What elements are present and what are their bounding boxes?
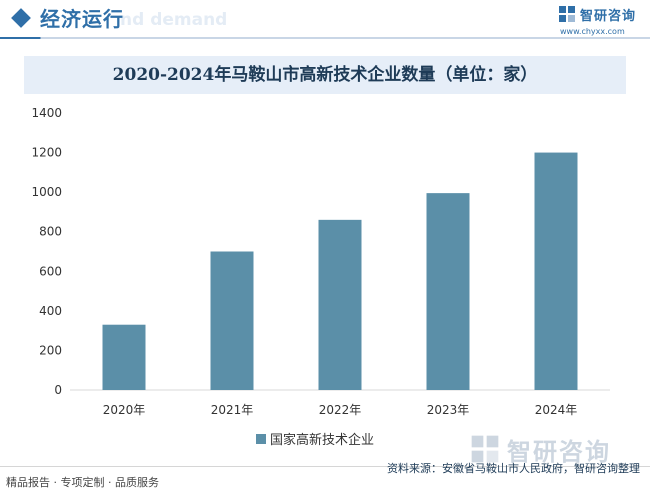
bars <box>102 152 578 390</box>
source-note: 资料来源：安徽省马鞍山市人民政府，智研咨询整理 <box>387 462 640 475</box>
header-divider <box>0 37 650 39</box>
legend-swatch <box>256 434 266 444</box>
bar <box>210 251 254 390</box>
bar <box>534 152 578 390</box>
chart-title-band: 2020-2024年马鞍山市高新技术企业数量（单位：家） <box>24 56 626 94</box>
legend: 国家高新技术企业 <box>256 432 374 448</box>
y-tick-label: 1200 <box>31 146 62 160</box>
header: nd demand 经济运行 智研咨询 www.chyxx.com <box>0 0 650 40</box>
header-ghost-text: nd demand <box>120 10 228 30</box>
y-tick-label: 0 <box>54 383 62 397</box>
y-tick-label: 400 <box>39 304 62 318</box>
chyxx-logo-icon <box>559 6 575 22</box>
x-tick-label: 2022年 <box>319 403 362 417</box>
bar <box>426 193 470 390</box>
bar <box>102 324 146 390</box>
footer-tags: 精品报告 · 专项定制 · 品质服务 <box>6 476 159 489</box>
y-tick-label: 1400 <box>31 106 62 120</box>
x-tick-label: 2023年 <box>427 403 470 417</box>
y-tick-label: 600 <box>39 264 62 278</box>
x-tick-label: 2024年 <box>535 403 578 417</box>
x-tick-label: 2020年 <box>103 403 146 417</box>
footer-divider <box>0 466 650 467</box>
brand-url: www.chyxx.com <box>560 27 625 36</box>
x-tick-label: 2021年 <box>211 403 254 417</box>
chart-title: 2020-2024年马鞍山市高新技术企业数量（单位：家） <box>112 65 538 85</box>
bar <box>318 219 362 390</box>
footer-brand-name: 智研咨询 <box>507 438 611 466</box>
x-axis: 2020年 2021年 2022年 2023年 2024年 <box>103 403 578 417</box>
y-tick-label: 200 <box>39 343 62 357</box>
section-title: 经济运行 <box>40 7 124 31</box>
legend-label: 国家高新技术企业 <box>270 432 374 448</box>
y-tick-label: 1000 <box>31 185 62 199</box>
brand-name: 智研咨询 <box>580 9 637 24</box>
brand-logo: 智研咨询 www.chyxx.com <box>558 5 648 36</box>
footer-logo-icon <box>471 435 499 463</box>
y-tick-label: 800 <box>39 225 62 239</box>
y-axis: 0 200 400 600 800 1000 1200 1400 <box>31 106 62 397</box>
